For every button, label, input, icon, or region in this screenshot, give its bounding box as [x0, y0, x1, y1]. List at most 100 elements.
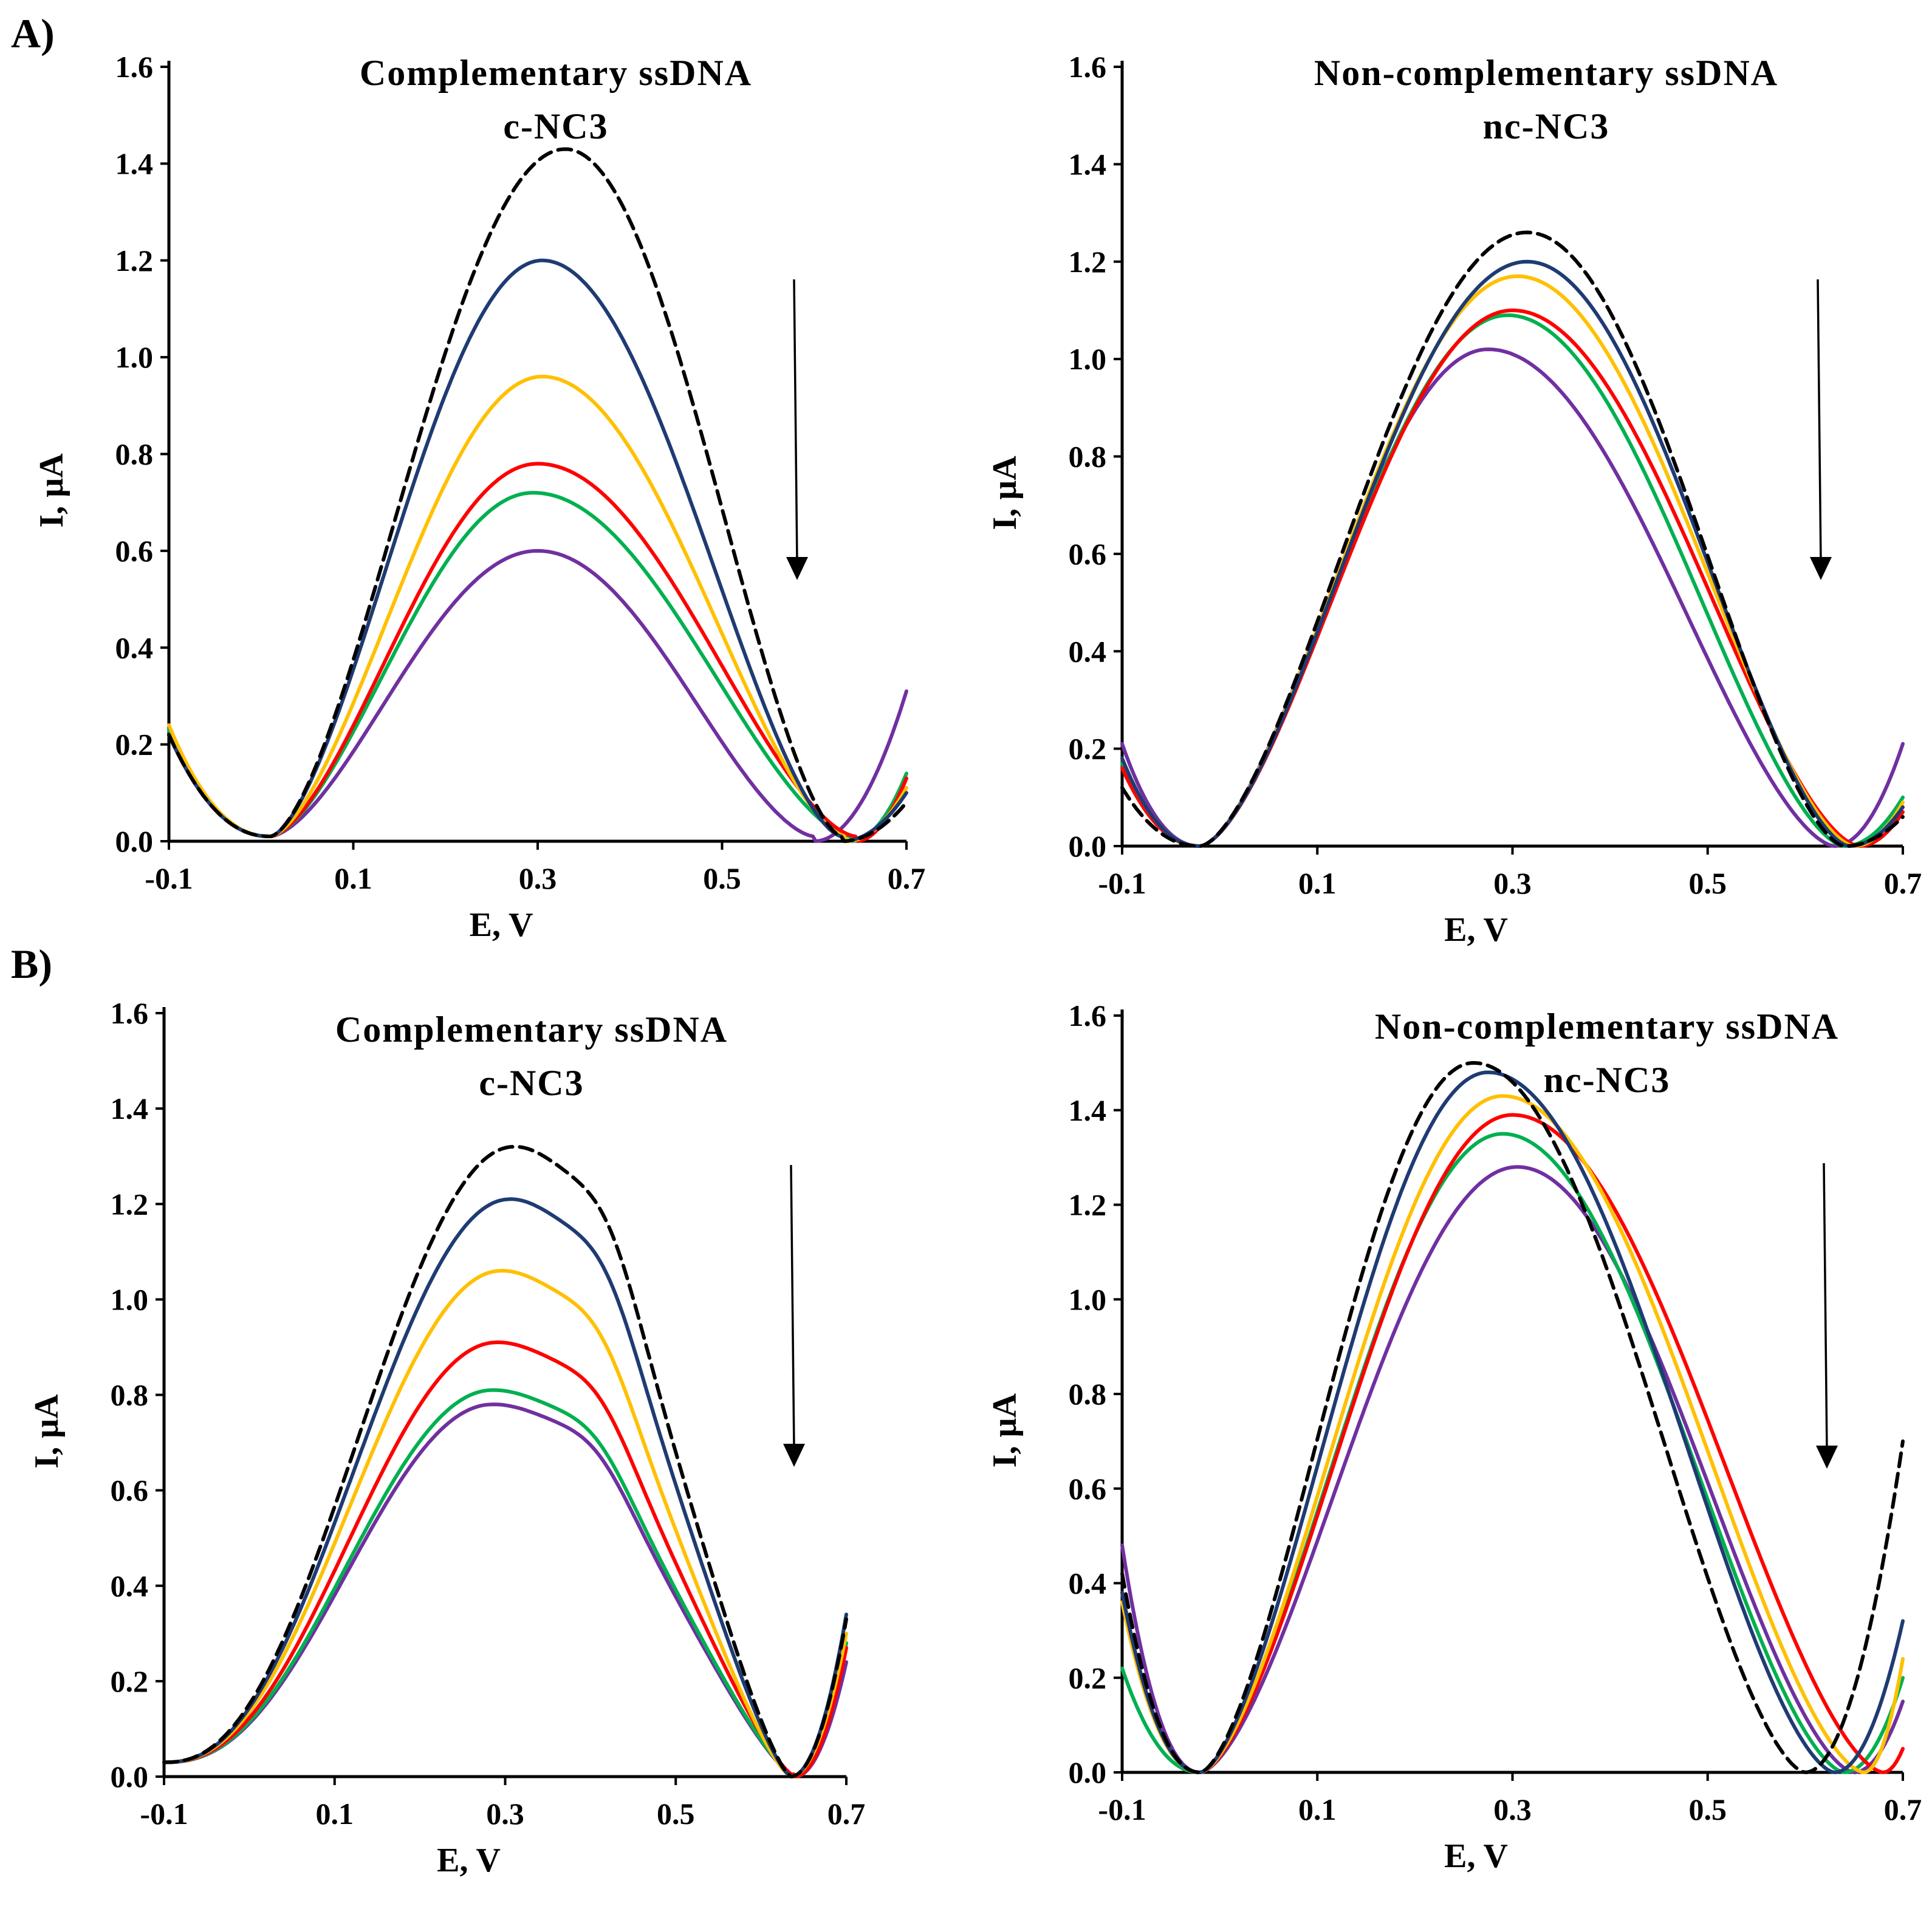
- trend-arrow-head: [1810, 557, 1832, 580]
- y-tick-label: 1.6: [115, 50, 154, 84]
- chart-panel-1: 0.0 0.2 0.4 0.6 0.8 1.0 1.2 1.4 1.6 -0.1 0.1 0.3 0.5…: [33, 50, 925, 944]
- y-tick-label: 1.6: [111, 996, 149, 1030]
- series-line-green: [1120, 313, 1905, 848]
- y-tick-label: 1.4: [115, 146, 154, 180]
- x-tick-label: -0.1: [1098, 866, 1146, 900]
- x-tick-label: 0.7: [1884, 1792, 1922, 1826]
- chart-panel-3: 0.0 0.2 0.4 0.6 0.8 1.0 1.2 1.4 1.6 -0.1 0.1 0.3 0.5…: [28, 996, 865, 1879]
- series-line-yellow: [162, 1269, 848, 1778]
- series-line-green: [167, 491, 908, 843]
- series-line-yellow: [1120, 1094, 1905, 1774]
- trend-arrow-shaft: [793, 279, 798, 562]
- series-line-red: [162, 1340, 848, 1778]
- chart-subtitle: nc-NC3: [1544, 1060, 1671, 1100]
- chart-panel-4: 0.0 0.2 0.4 0.6 0.8 1.0 1.2 1.4 1.6 -0.1 0.1 0.3 0.5…: [986, 999, 1922, 1875]
- y-axis-title: I, µA: [986, 456, 1024, 530]
- y-tick-label: 0.2: [115, 728, 154, 762]
- y-tick-label: 0.0: [1069, 1755, 1107, 1789]
- x-tick-label: 0.7: [827, 1797, 866, 1831]
- charts-group: 0.0 0.2 0.4 0.6 0.8 1.0 1.2 1.4 1.6 -0.1 0.1 0.3 0.5…: [28, 50, 1922, 1879]
- x-axis-title: E, V: [1444, 911, 1508, 949]
- trend-arrow-head: [786, 557, 808, 580]
- x-tick-label: 0.5: [1689, 866, 1727, 900]
- trend-arrow-shaft: [790, 1164, 795, 1449]
- series-line-navy: [1120, 1070, 1905, 1774]
- y-axis-title: I, µA: [33, 453, 70, 528]
- y-tick-label: 0.0: [1069, 829, 1107, 863]
- series-line-dashed: [1120, 1061, 1905, 1774]
- trend-arrow-shaft: [1817, 279, 1822, 562]
- chart-title: Complementary ssDNA: [335, 1009, 728, 1050]
- x-tick-label: 0.3: [519, 861, 557, 895]
- y-tick-label: 0.8: [1069, 440, 1107, 474]
- series-line-green: [162, 1388, 848, 1778]
- y-tick-label: 1.6: [1069, 50, 1107, 84]
- panel-label-a: A): [11, 10, 55, 56]
- trend-arrow-shaft: [1823, 1163, 1828, 1451]
- y-axis-title: I, µA: [986, 1393, 1024, 1467]
- x-axis-title: E, V: [437, 1842, 501, 1879]
- x-axis-title: E, V: [1444, 1837, 1508, 1875]
- series-line-navy: [162, 1197, 848, 1778]
- x-tick-label: 0.3: [486, 1797, 524, 1831]
- x-tick-label: -0.1: [145, 861, 193, 895]
- y-tick-label: 1.4: [1069, 1093, 1107, 1127]
- y-tick-label: 0.8: [115, 437, 154, 471]
- y-tick-label: 1.2: [1069, 245, 1107, 279]
- chart-subtitle: c-NC3: [479, 1063, 584, 1103]
- y-tick-label: 0.4: [111, 1569, 149, 1603]
- x-tick-label: 0.1: [334, 861, 372, 895]
- trend-arrow-head: [783, 1444, 805, 1467]
- x-tick-label: 0.5: [703, 861, 741, 895]
- series-line-red: [1120, 1113, 1905, 1774]
- x-tick-label: 0.1: [1298, 866, 1337, 900]
- series-line-purple: [167, 548, 908, 843]
- y-tick-label: 0.4: [1069, 1566, 1107, 1600]
- x-tick-label: 0.3: [1493, 1792, 1532, 1826]
- y-tick-label: 0.6: [1069, 537, 1107, 571]
- x-tick-label: -0.1: [140, 1797, 188, 1831]
- series-line-purple: [1120, 1165, 1905, 1774]
- y-tick-label: 1.2: [1069, 1188, 1107, 1222]
- chart-title: Complementary ssDNA: [360, 53, 752, 93]
- x-tick-label: 0.5: [1689, 1792, 1727, 1826]
- x-tick-label: -0.1: [1098, 1792, 1146, 1826]
- series-line-dashed: [1120, 230, 1905, 848]
- series-line-yellow: [167, 375, 908, 843]
- trend-arrow-head: [1816, 1446, 1838, 1469]
- y-tick-label: 0.4: [115, 630, 154, 664]
- y-tick-label: 0.0: [115, 824, 154, 858]
- y-tick-label: 1.4: [1069, 147, 1107, 181]
- y-tick-label: 1.6: [1069, 999, 1107, 1033]
- x-tick-label: 0.7: [888, 861, 926, 895]
- y-tick-label: 0.6: [111, 1474, 149, 1508]
- chart-subtitle: c-NC3: [503, 106, 608, 146]
- y-tick-label: 0.8: [111, 1378, 149, 1412]
- series-line-red: [1120, 308, 1905, 848]
- y-tick-label: 0.2: [1069, 1661, 1107, 1695]
- chart-panel-2: 0.0 0.2 0.4 0.6 0.8 1.0 1.2 1.4 1.6 -0.1 0.1 0.3 0.5…: [986, 50, 1922, 949]
- x-tick-label: 0.1: [1298, 1792, 1337, 1826]
- x-tick-label: 0.3: [1493, 866, 1532, 900]
- y-tick-label: 1.0: [1069, 342, 1107, 376]
- y-tick-label: 1.0: [115, 340, 154, 374]
- x-tick-label: 0.5: [657, 1797, 695, 1831]
- series-line-navy: [1120, 259, 1905, 848]
- y-tick-label: 0.2: [111, 1664, 149, 1698]
- chart-subtitle: nc-NC3: [1483, 106, 1610, 146]
- y-tick-label: 0.2: [1069, 732, 1107, 766]
- y-tick-label: 1.2: [111, 1187, 149, 1221]
- chart-title: Non-complementary ssDNA: [1314, 53, 1778, 93]
- y-tick-label: 0.4: [1069, 634, 1107, 668]
- y-tick-label: 1.2: [115, 244, 154, 278]
- y-tick-label: 1.0: [111, 1282, 149, 1316]
- x-tick-label: 0.7: [1884, 866, 1922, 900]
- series-line-dashed: [167, 147, 908, 843]
- y-tick-label: 0.6: [1069, 1472, 1107, 1506]
- chart-title: Non-complementary ssDNA: [1375, 1006, 1839, 1047]
- series-line-purple: [162, 1402, 848, 1778]
- panel-label-b: B): [11, 941, 52, 987]
- y-tick-label: 0.6: [115, 534, 154, 568]
- y-tick-label: 0.0: [111, 1760, 149, 1794]
